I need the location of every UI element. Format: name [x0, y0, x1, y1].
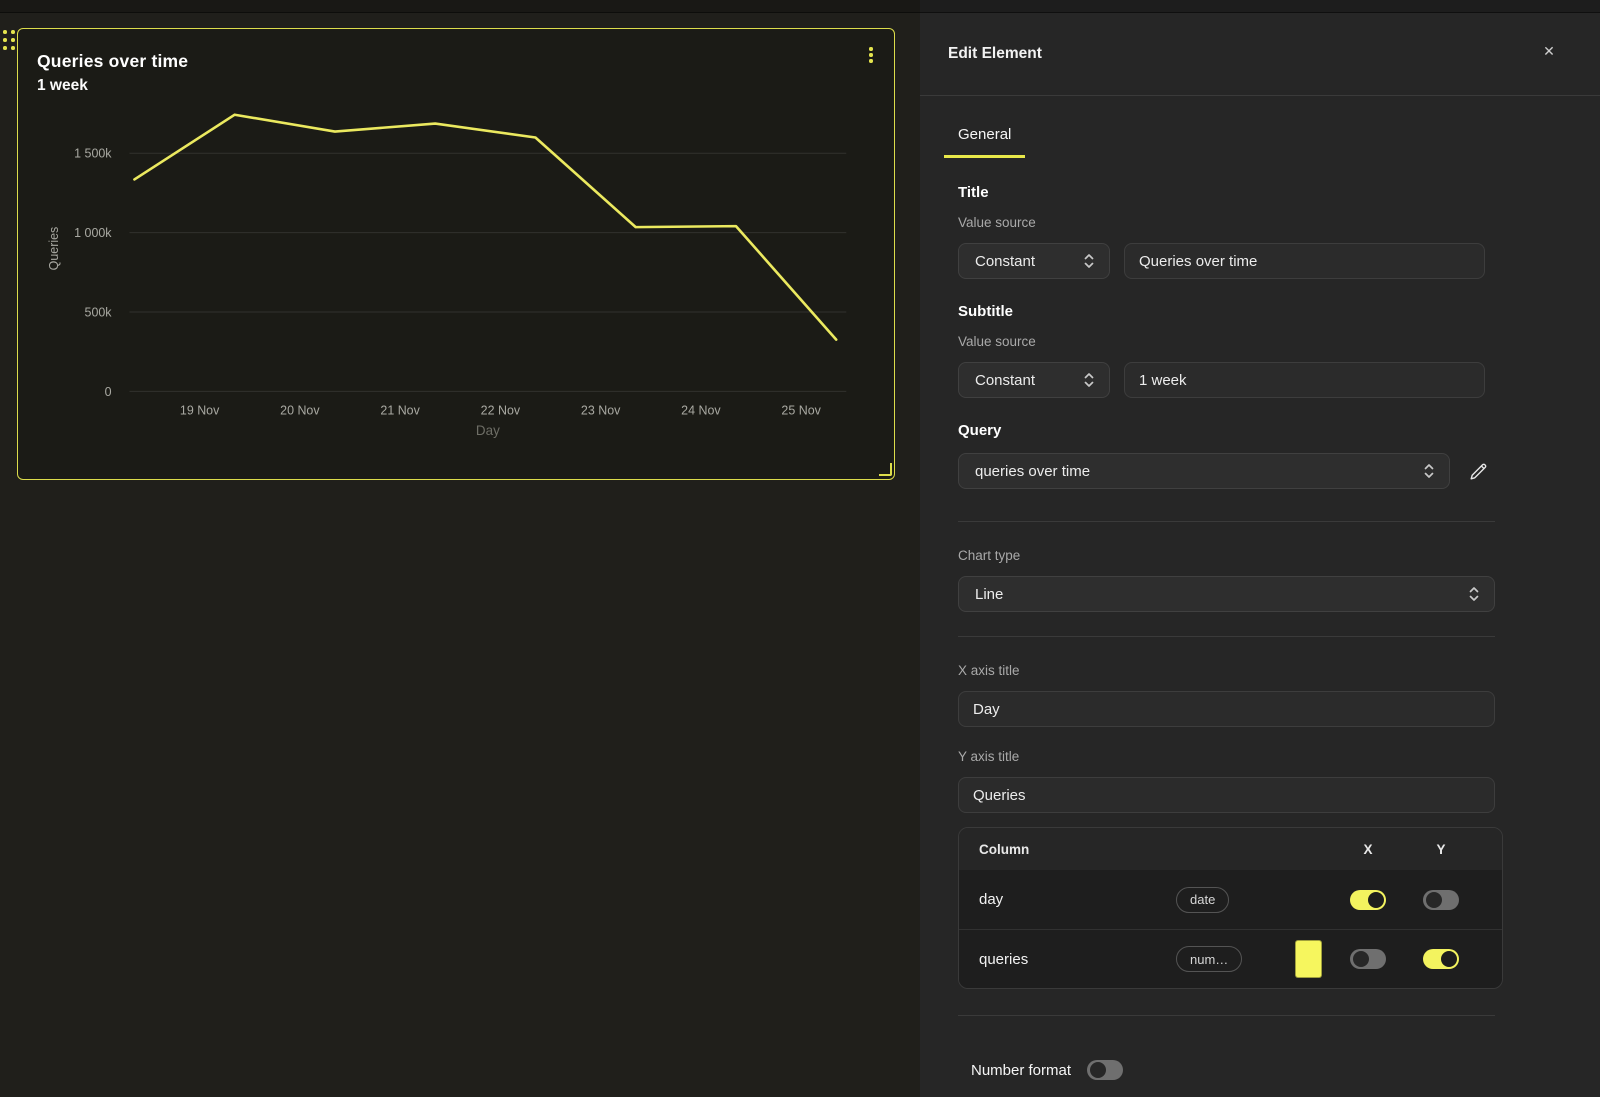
columns-table: Column X Y day date queries num…: [958, 827, 1503, 989]
chart-type-label: Chart type: [958, 548, 1021, 563]
svg-text:Queries: Queries: [47, 227, 61, 271]
section-divider: [958, 1015, 1495, 1016]
title-section-heading: Title: [958, 184, 989, 201]
y-axis-title-label: Y axis title: [958, 749, 1020, 764]
table-row-queries: queries num…: [959, 929, 1502, 988]
card-drag-handle-icon[interactable]: [3, 30, 17, 52]
title-source-select[interactable]: Constant: [958, 243, 1110, 279]
svg-text:20 Nov: 20 Nov: [280, 403, 320, 417]
svg-text:23 Nov: 23 Nov: [581, 403, 621, 417]
column-name: queries: [979, 950, 1029, 968]
svg-text:24 Nov: 24 Nov: [681, 403, 721, 417]
svg-text:25 Nov: 25 Nov: [781, 403, 821, 417]
panel-content: Title Value source Constant Subtitle Val…: [920, 158, 1503, 1080]
edit-element-panel: Edit Element ✕ General Title Value sourc…: [920, 0, 1600, 1097]
subtitle-source-select[interactable]: Constant: [958, 362, 1110, 398]
edit-query-pencil-icon[interactable]: [1464, 453, 1493, 489]
queries-y-toggle[interactable]: [1423, 949, 1459, 969]
svg-text:22 Nov: 22 Nov: [481, 403, 521, 417]
x-axis-title-label: X axis title: [958, 663, 1020, 678]
subtitle-value-source-label: Value source: [958, 334, 1036, 349]
svg-text:1 000k: 1 000k: [74, 226, 112, 240]
panel-title: Edit Element: [948, 44, 1042, 62]
query-section-heading: Query: [958, 422, 1002, 439]
svg-text:1 500k: 1 500k: [74, 147, 112, 161]
table-row-day: day date: [959, 870, 1502, 929]
title-value-source-label: Value source: [958, 215, 1036, 230]
tab-general[interactable]: General: [944, 126, 1026, 158]
chevron-updown-icon: [1081, 252, 1097, 270]
svg-text:500k: 500k: [85, 305, 113, 319]
section-divider: [958, 636, 1495, 637]
y-axis-title-input[interactable]: [958, 777, 1495, 813]
dashboard-canvas: 0 500k 1 000k 1 500k 19 Nov 20 Nov 21 Nov 22 No…: [3, 28, 895, 480]
x-axis-title-input[interactable]: [958, 691, 1495, 727]
query-select[interactable]: queries over time: [958, 453, 1450, 489]
column-type-badge: date: [1176, 886, 1230, 913]
svg-text:21 Nov: 21 Nov: [380, 403, 420, 417]
svg-text:19 Nov: 19 Nov: [180, 403, 220, 417]
subtitle-value-input[interactable]: [1124, 362, 1485, 398]
chevron-updown-icon: [1081, 371, 1097, 389]
section-divider: [958, 521, 1495, 522]
svg-text:0: 0: [105, 385, 112, 399]
day-x-toggle[interactable]: [1350, 889, 1386, 910]
svg-text:Day: Day: [476, 423, 500, 438]
number-format-toggle[interactable]: [1087, 1060, 1124, 1080]
column-type-badge: num…: [1176, 946, 1243, 972]
window-top-strip: [0, 0, 1600, 13]
card-menu-kebab-icon[interactable]: [864, 44, 878, 66]
chart-card[interactable]: 0 500k 1 000k 1 500k 19 Nov 20 Nov 21 Nov 22 No…: [17, 28, 895, 480]
chart-title: Queries over time: [37, 51, 189, 71]
title-value-input[interactable]: [1124, 243, 1485, 279]
card-resize-handle[interactable]: [879, 463, 892, 476]
chevron-updown-icon: [1421, 462, 1437, 480]
chevron-updown-icon: [1466, 585, 1482, 603]
columns-table-header: Column X Y: [959, 828, 1502, 870]
series-color-swatch[interactable]: [1294, 940, 1322, 978]
number-format-label: Number format: [971, 1061, 1072, 1079]
queries-x-toggle[interactable]: [1350, 949, 1386, 969]
chart-subtitle: 1 week: [37, 77, 88, 94]
column-name: day: [979, 891, 1004, 908]
close-icon[interactable]: ✕: [1540, 42, 1558, 60]
day-y-toggle[interactable]: [1423, 889, 1459, 910]
subtitle-section-heading: Subtitle: [958, 303, 1013, 320]
chart-type-select[interactable]: Line: [958, 576, 1495, 612]
panel-header: Edit Element ✕: [920, 0, 1600, 96]
panel-tabs: General: [920, 96, 1600, 158]
number-format-row: Number format: [958, 1060, 1495, 1080]
line-chart-plot: 0 500k 1 000k 1 500k 19 Nov 20 Nov 21 Nov 22 No…: [47, 113, 847, 438]
